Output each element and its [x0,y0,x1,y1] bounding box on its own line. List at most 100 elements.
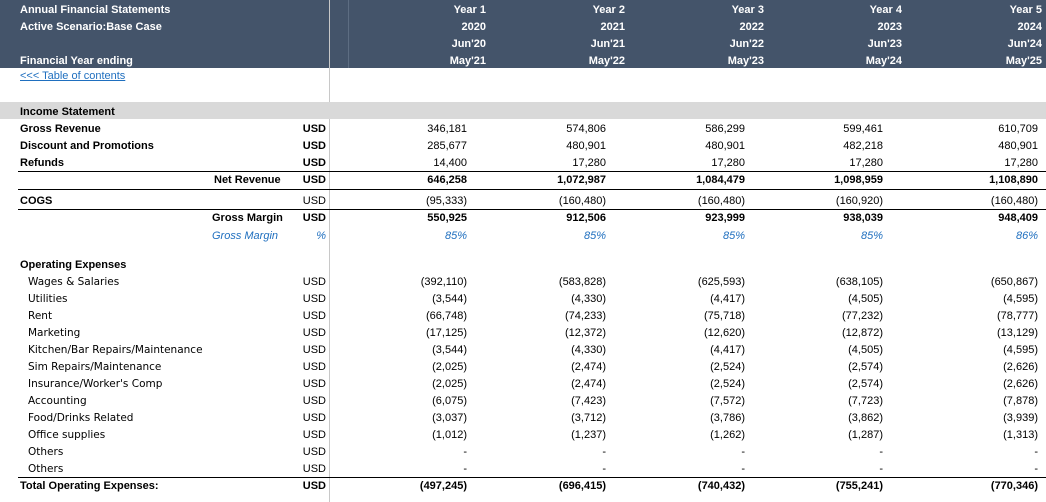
cell-value: (4,417) [710,344,745,356]
cell-value: 574,806 [566,123,606,135]
cell-value: (650,867) [990,276,1038,288]
cell-value: (740,432) [697,480,745,492]
cell-value: (4,505) [848,293,883,305]
row-label: Wages & Salaries [28,276,120,288]
year-label: Year 5 [1009,4,1042,16]
cell-value: (2,574) [848,361,883,373]
cell-value: (3,939) [1003,412,1038,424]
cell-value: (13,129) [997,327,1038,339]
cell-value: - [602,463,606,475]
table-row: Rent USD (66,748) (74,233) (75,718) (77,… [0,308,1046,325]
period-start: Jun'21 [590,38,625,50]
period-start: Jun'22 [729,38,764,50]
row-unit: USD [302,429,326,441]
cell-value: 646,258 [427,174,467,186]
cell-value: (2,474) [571,361,606,373]
cell-value: (4,505) [848,344,883,356]
cell-value: (392,110) [420,276,467,288]
row-unit: USD [302,395,326,407]
cell-value: (2,474) [571,378,606,390]
cell-value: 923,999 [705,212,745,224]
row-label: Office supplies [28,429,106,441]
cell-value: 948,409 [998,212,1038,224]
cell-value: (1,287) [848,429,883,441]
cell-value: (2,524) [710,361,745,373]
cell-value: - [879,463,883,475]
table-row: Gross Revenue USD 346,181 574,806 586,29… [0,121,1046,138]
cell-value: 346,181 [427,123,467,135]
cell-value: (17,125) [426,327,467,339]
cell-value: 85% [444,230,467,242]
cell-value: 480,901 [998,140,1038,152]
row-unit: USD [302,480,326,492]
cell-value: (160,480) [990,195,1038,207]
income-statement-title: Income Statement [20,106,115,118]
row-label: Gross Margin [212,212,283,224]
row-label: Accounting [28,395,87,407]
column-separator [329,0,330,502]
table-row: Wages & Salaries USD (392,110) (583,828)… [0,274,1046,291]
row-label: Total Operating Expenses: [20,480,159,492]
row-unit: USD [302,361,326,373]
cell-value: (78,777) [997,310,1038,322]
cell-value: (3,786) [710,412,745,424]
row-unit: USD [302,140,326,152]
cell-value: (4,595) [1003,293,1038,305]
row-label: Gross Margin [212,230,279,242]
fiscal-year: 2021 [600,21,625,33]
cell-value: - [602,446,606,458]
fiscal-year: 2020 [461,21,486,33]
cell-value: 480,901 [705,140,745,152]
row-label: Insurance/Worker's Comp [28,378,163,390]
cell-value: (74,233) [565,310,606,322]
active-scenario: Active Scenario:Base Case [20,21,162,33]
period-start: Jun'20 [451,38,486,50]
cell-value: 550,925 [427,212,467,224]
cell-value: (12,620) [704,327,745,339]
cell-value: 1,108,890 [989,174,1038,186]
table-row: Total Operating Expenses: USD (497,245) … [0,478,1046,495]
cell-value: 85% [583,230,606,242]
row-label: Gross Revenue [20,123,101,135]
row-unit: USD [302,293,326,305]
cell-value: 912,506 [566,212,606,224]
cell-value: (3,862) [848,412,883,424]
cell-value: - [741,446,745,458]
cell-value: (2,025) [432,361,467,373]
cell-value: (696,415) [558,480,606,492]
table-row: Others USD - - - - - [0,461,1046,478]
period-end: May'23 [727,55,764,67]
row-unit: USD [302,412,326,424]
cell-value: 610,709 [998,123,1038,135]
row-unit: USD [302,446,326,458]
cell-value: (1,313) [1003,429,1038,441]
row-label: Others [28,446,64,458]
row-label: Others [28,463,64,475]
row-label: Kitchen/Bar Repairs/Maintenance [28,344,203,356]
cell-value: 17,280 [1004,157,1038,169]
table-row: Kitchen/Bar Repairs/Maintenance USD (3,5… [0,342,1046,359]
cell-value: (3,544) [432,344,467,356]
cell-value: 17,280 [849,157,883,169]
table-of-contents-link[interactable]: <<< Table of contents [20,70,126,82]
table-row: Office supplies USD (1,012) (1,237) (1,2… [0,427,1046,444]
row-label: Refunds [20,157,64,169]
cell-value: - [463,446,467,458]
cell-value: (3,712) [571,412,606,424]
cell-value: (4,330) [571,344,606,356]
table-row: Utilities USD (3,544) (4,330) (4,417) (4… [0,291,1046,308]
cell-value: (95,333) [426,195,467,207]
sheet-title: Annual Financial Statements [20,4,171,16]
cell-value: (497,245) [419,480,467,492]
table-row: Insurance/Worker's Comp USD (2,025) (2,4… [0,376,1046,393]
period-end: May'22 [588,55,625,67]
cell-value: 938,039 [843,212,883,224]
row-unit: USD [302,344,326,356]
period-start: Jun'24 [1007,38,1042,50]
cell-value: - [879,446,883,458]
cell-value: (2,025) [432,378,467,390]
cell-value: 285,677 [427,140,467,152]
cell-value: (160,920) [835,195,883,207]
row-unit: USD [302,212,326,224]
cell-value: 1,098,959 [834,174,883,186]
